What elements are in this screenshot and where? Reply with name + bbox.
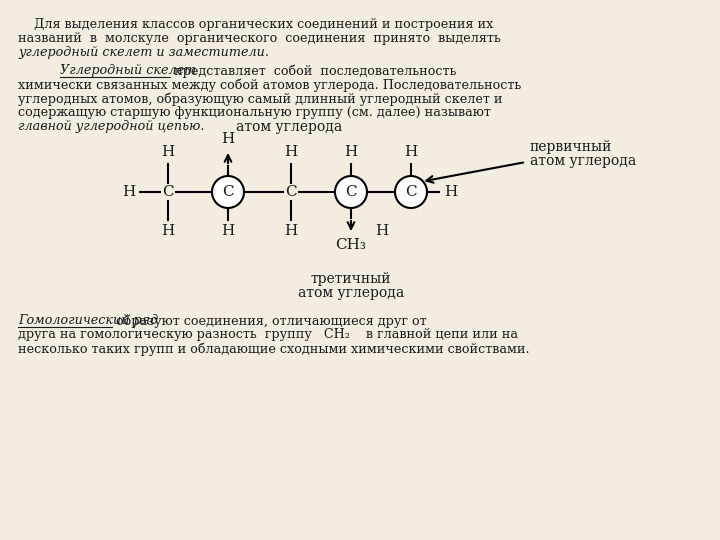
Text: представляет  собой  последовательность: представляет собой последовательность: [170, 64, 456, 78]
Text: образуют соединения, отличающиеся друг от: образуют соединения, отличающиеся друг о…: [112, 314, 427, 327]
Text: Углеродный скелет: Углеродный скелет: [60, 64, 197, 77]
Text: третичный: третичный: [311, 272, 391, 286]
Text: названий  в  молскуле  органического  соединения  принято  выделять: названий в молскуле органического соедин…: [18, 32, 500, 45]
Text: C: C: [222, 185, 234, 199]
Text: главной углеродной цепью.: главной углеродной цепью.: [18, 120, 204, 133]
Text: H: H: [444, 185, 457, 199]
Text: H: H: [344, 145, 358, 159]
Text: H: H: [284, 145, 297, 159]
Text: атом углерода: атом углерода: [236, 120, 343, 134]
Text: CH₃: CH₃: [336, 238, 366, 252]
Text: несколько таких групп и обладающие сходными химическими свойствами.: несколько таких групп и обладающие сходн…: [18, 342, 530, 355]
Text: химически связанных между собой атомов углерода. Последовательность: химически связанных между собой атомов у…: [18, 78, 521, 91]
Text: H: H: [161, 224, 175, 238]
Text: друга на гомологическую разность  группу   CH₂    в главной цепи или на: друга на гомологическую разность группу …: [18, 328, 518, 341]
Text: Гомологический ряд: Гомологический ряд: [18, 314, 158, 327]
Circle shape: [395, 176, 427, 208]
Text: H: H: [405, 145, 418, 159]
Text: C: C: [162, 185, 174, 199]
Text: первичный: первичный: [530, 140, 613, 154]
Text: содержащую старшую функциональную группу (см. далее) называют: содержащую старшую функциональную группу…: [18, 106, 491, 119]
Text: углеродный скелет и заместители.: углеродный скелет и заместители.: [18, 46, 269, 59]
Text: H: H: [284, 224, 297, 238]
Text: C: C: [405, 185, 417, 199]
Text: H: H: [221, 224, 235, 238]
Text: атом углерода: атом углерода: [298, 286, 404, 300]
Circle shape: [212, 176, 244, 208]
Text: H: H: [161, 145, 175, 159]
Text: Для выделения классов органических соединений и построения их: Для выделения классов органических соеди…: [18, 18, 493, 31]
Text: C: C: [345, 185, 357, 199]
Text: C: C: [285, 185, 297, 199]
Circle shape: [335, 176, 367, 208]
Text: H: H: [122, 185, 135, 199]
Text: H: H: [221, 132, 235, 146]
Text: H: H: [375, 224, 388, 238]
Text: углеродных атомов, образующую самый длинный углеродный скелет и: углеродных атомов, образующую самый длин…: [18, 92, 503, 105]
Text: атом углерода: атом углерода: [530, 154, 636, 168]
